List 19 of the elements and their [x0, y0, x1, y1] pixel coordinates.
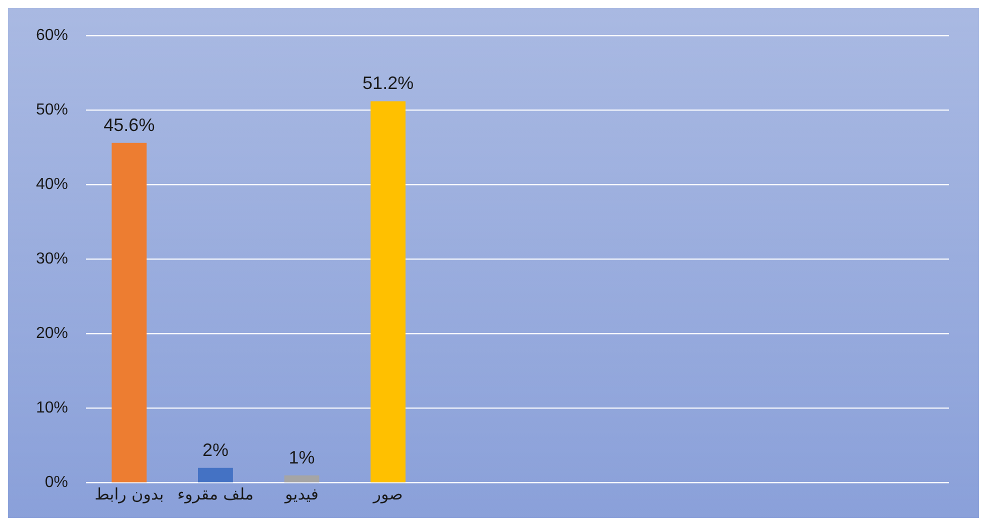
- data-label: 45.6%: [104, 114, 155, 135]
- y-tick-label: 0%: [44, 474, 68, 492]
- y-tick-label: 60%: [36, 27, 68, 44]
- data-label: 2%: [202, 440, 228, 460]
- y-tick-label: 10%: [36, 400, 68, 417]
- y-tick-label: 20%: [36, 325, 68, 342]
- bar: [370, 101, 406, 482]
- x-tick-label: ملف مقروء: [177, 484, 254, 504]
- x-tick-label: بدون رابط: [94, 484, 164, 504]
- y-tick-label: 50%: [36, 102, 68, 119]
- bar: [284, 475, 320, 482]
- y-tick-label: 30%: [36, 250, 68, 268]
- data-label: 1%: [288, 447, 315, 468]
- x-tick-label: صور: [372, 484, 403, 504]
- bar: [112, 142, 147, 482]
- x-tick-label: فيديو: [284, 484, 319, 504]
- data-label: 51.2%: [362, 73, 414, 94]
- bar: [198, 468, 233, 482]
- y-tick-label: 40%: [36, 176, 68, 194]
